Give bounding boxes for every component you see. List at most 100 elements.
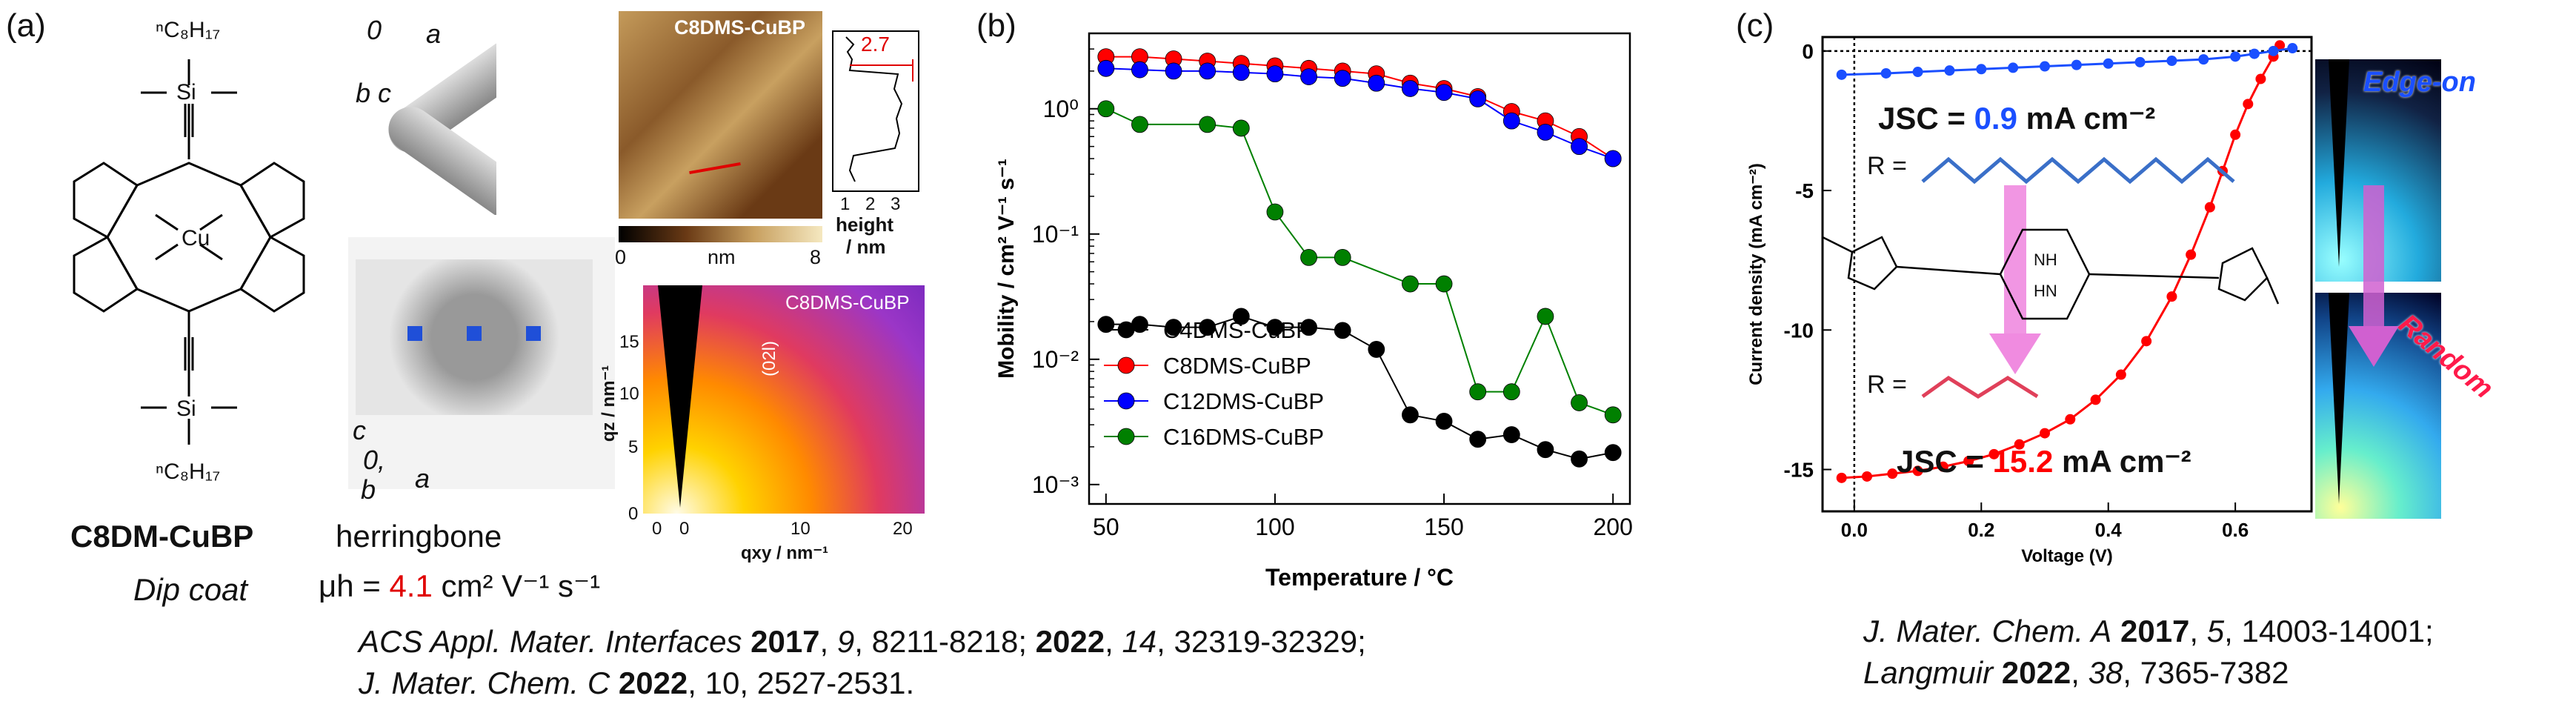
ref-right-vol1: 5 <box>2206 614 2225 648</box>
jv-point <box>2008 62 2019 73</box>
legend-label: C12DMS-CuBP <box>1163 388 1324 414</box>
y-tick-label: 10⁻³ <box>1032 471 1079 498</box>
jv-point <box>2071 59 2082 70</box>
afm-colorbar-min: 0 <box>615 246 627 268</box>
data-point <box>1402 80 1419 97</box>
afm-title: C8DMS-CuBP <box>674 16 806 39</box>
jv-point <box>2115 369 2126 380</box>
data-point <box>1097 316 1115 333</box>
reference-right-line1: J. Mater. Chem. A 2017, 5, 14003-14001; <box>1863 614 2434 648</box>
data-point <box>1232 64 1250 82</box>
jv-point <box>1836 69 1847 80</box>
jv-curve-1 <box>1841 47 2293 76</box>
data-point <box>1334 322 1351 339</box>
jv-point <box>1988 448 2000 459</box>
legend-marker <box>1117 392 1135 410</box>
data-point <box>1402 275 1419 293</box>
axis-bottom-c: c <box>353 415 366 445</box>
mobility-line: μh = 4.1 cm² V⁻¹ s⁻¹ <box>319 568 600 604</box>
dpp-porphyrin-structure <box>1822 228 2280 320</box>
data-point <box>1368 74 1385 92</box>
r-label-bottom: R = <box>1867 371 1907 399</box>
y-tick-label: 10⁰ <box>1043 96 1079 122</box>
x-tick-label: 0.0 <box>1841 519 1868 541</box>
data-point <box>1571 138 1588 156</box>
giwaxs-xtick-10: 10 <box>791 519 811 539</box>
jv-point <box>2014 439 2025 450</box>
giwaxs-ytick-10: 10 <box>619 384 639 404</box>
jsc-bottom-value: 15.2 <box>1992 444 2054 479</box>
data-point <box>1435 413 1453 430</box>
ref-left-journal2: J. Mater. Chem. C <box>359 665 610 700</box>
legend-marker <box>1117 356 1135 374</box>
jv-point <box>2243 99 2254 110</box>
jv-point <box>1937 461 1948 472</box>
data-point <box>1266 319 1284 336</box>
ref-left-vol1: 9 <box>836 624 855 659</box>
r-label-top: R = <box>1867 152 1907 180</box>
ref-left-vol2: 14 <box>1122 624 1157 659</box>
plot-frame <box>1821 36 2313 513</box>
x-tick-label: 50 <box>1093 514 1119 540</box>
x-tick-label: 0.4 <box>2095 519 2123 541</box>
legend-marker <box>1117 428 1135 445</box>
long-alkyl-chain <box>1921 156 2235 185</box>
profile-tick-3: 3 <box>891 194 901 214</box>
axis-top-bc: b c <box>356 78 392 108</box>
panel-a-label: (a) <box>6 7 46 44</box>
giwaxs-title: C8DMS-CuBP <box>785 291 910 313</box>
data-point <box>1300 249 1317 266</box>
data-point <box>1165 319 1182 336</box>
giwaxs-ytick-0: 0 <box>628 504 639 524</box>
y-axis-label: Current density (mA cm⁻²) <box>1746 163 1766 385</box>
jv-point <box>1912 465 1923 477</box>
y-tick-label: -5 <box>1795 179 1814 202</box>
giwaxs-ytick-15: 15 <box>619 332 639 352</box>
data-point <box>1097 59 1115 77</box>
jv-point <box>2204 202 2215 213</box>
jv-point <box>2090 394 2101 405</box>
afm-colorbar-max: 8 <box>810 246 822 268</box>
profile-step-value: 2.7 <box>861 33 890 56</box>
y-tick-label: 10⁻² <box>1032 346 1079 373</box>
jv-point <box>2186 249 2197 260</box>
giwaxs-peak-label: (02l) <box>759 340 780 377</box>
y-tick-label: -10 <box>1784 319 1814 342</box>
jv-point <box>2103 58 2114 69</box>
jv-point <box>2230 129 2241 140</box>
giwaxs-ytick-5: 5 <box>628 437 639 457</box>
y-tick-label: 10⁻¹ <box>1032 221 1079 248</box>
struct-bottom-substituent: ⁿC₈H₁₇ <box>156 459 221 484</box>
data-point <box>1300 319 1317 336</box>
panel-b-label: (b) <box>976 7 1016 44</box>
data-point <box>1469 383 1487 401</box>
data-point <box>1571 394 1588 411</box>
data-point <box>1502 383 1520 401</box>
data-point <box>1131 116 1148 133</box>
crystal-packing-view-bottom <box>348 237 615 489</box>
jv-point <box>1963 456 1974 467</box>
ref-left-rest: , 10, 2527-2531. <box>688 665 915 700</box>
x-tick-label: 0.6 <box>2222 519 2249 541</box>
series-line-1 <box>1105 56 1614 159</box>
ref-left-year1: 2017 <box>750 624 820 659</box>
afm-image <box>619 11 822 219</box>
jsc-bottom-label: JSC = <box>1897 444 1993 479</box>
edge-on-label: Edge-on <box>2363 67 2476 98</box>
x-tick-label: 200 <box>1593 514 1632 540</box>
data-point <box>1537 441 1554 459</box>
jsc-top-label: JSC = <box>1878 101 1974 136</box>
giwaxs-image <box>643 285 925 514</box>
profile-tick-2: 2 <box>865 194 876 214</box>
data-point <box>1334 70 1351 87</box>
reference-right-line2: Langmuir 2022, 38, 7365-7382 <box>1863 655 2289 690</box>
packing-type: herringbone <box>336 519 502 554</box>
x-tick-label: 0.2 <box>1968 519 1994 541</box>
x-tick-label: 150 <box>1424 514 1463 540</box>
axis-bottom-b: b <box>361 474 376 505</box>
method: Dip coat <box>133 572 248 607</box>
reference-left-line1: ACS Appl. Mater. Interfaces 2017, 9, 821… <box>359 624 1366 659</box>
data-point <box>1266 203 1284 221</box>
data-point <box>1334 249 1351 266</box>
data-point <box>1300 68 1317 86</box>
